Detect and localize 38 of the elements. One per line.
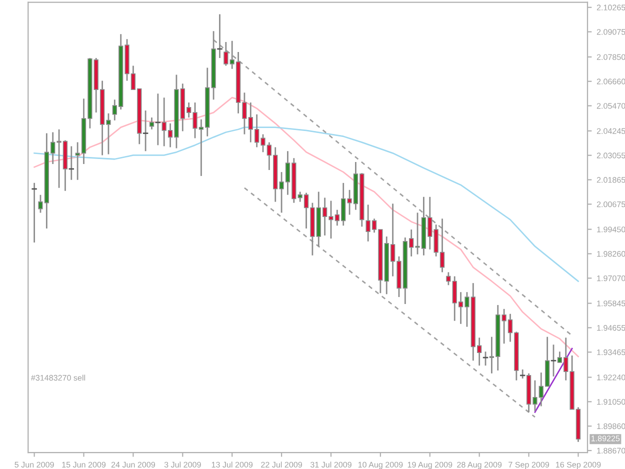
y-tick-label: 1.97070 bbox=[597, 275, 625, 282]
y-tick-label: 2.01865 bbox=[596, 177, 625, 183]
candlestick bbox=[224, 41, 228, 66]
candlestick bbox=[32, 182, 37, 244]
text: 1.89225 bbox=[591, 436, 620, 442]
x-tick-label: 5 Jun 2009 bbox=[14, 462, 54, 468]
x-tick-label: 3 Jul 2009 bbox=[164, 462, 201, 468]
x-tick-label: 24 Jun 2009 bbox=[111, 462, 155, 468]
y-tick-label: 2.10265 bbox=[596, 4, 625, 10]
y-tick-label: 2.05470 bbox=[596, 103, 625, 109]
x-tick-label: 13 Jul 2009 bbox=[212, 462, 253, 468]
x-tick-label: 16 Sep 2009 bbox=[556, 462, 601, 469]
y-tick-label: 1.98260 bbox=[597, 251, 625, 257]
line-series bbox=[34, 96, 579, 358]
y-tick-label: 1.89860 bbox=[597, 423, 625, 430]
x-tick-label: 19 Aug 2009 bbox=[408, 462, 452, 469]
y-tick-label: 1.99450 bbox=[597, 226, 625, 232]
x-tick-label: 10 Aug 2009 bbox=[358, 462, 403, 469]
y-tick-label: 1.92240 bbox=[597, 374, 625, 380]
x-tick-label: 15 Jun 2009 bbox=[62, 462, 106, 468]
x-tick-label: 22 Jul 2009 bbox=[261, 462, 302, 468]
y-tick-label: 2.06660 bbox=[596, 78, 625, 84]
annotation: #31483270 sell bbox=[30, 374, 86, 381]
x-tick-label: 31 Jul 2009 bbox=[310, 462, 352, 468]
y-tick-label: 1.91050 bbox=[597, 398, 625, 405]
y-tick-label: 1.95845 bbox=[597, 300, 625, 306]
y-tick-label: 2.03055 bbox=[596, 152, 625, 158]
x-tick-label: 7 Sep 2009 bbox=[508, 462, 550, 469]
x-tick-label: 28 Aug 2009 bbox=[457, 462, 502, 469]
y-tick-label: 2.09075 bbox=[596, 29, 625, 35]
line-series bbox=[34, 126, 579, 282]
candlestick bbox=[149, 116, 154, 130]
y-tick-label: 1.93465 bbox=[597, 349, 625, 356]
y-tick-label: 2.07850 bbox=[596, 54, 625, 60]
y-tick-label: 2.00675 bbox=[596, 201, 625, 208]
y-tick-label: 1.94655 bbox=[597, 325, 625, 331]
y-tick-label: 2.04245 bbox=[596, 128, 625, 134]
y-tick-label: 1.88670 bbox=[597, 448, 625, 454]
